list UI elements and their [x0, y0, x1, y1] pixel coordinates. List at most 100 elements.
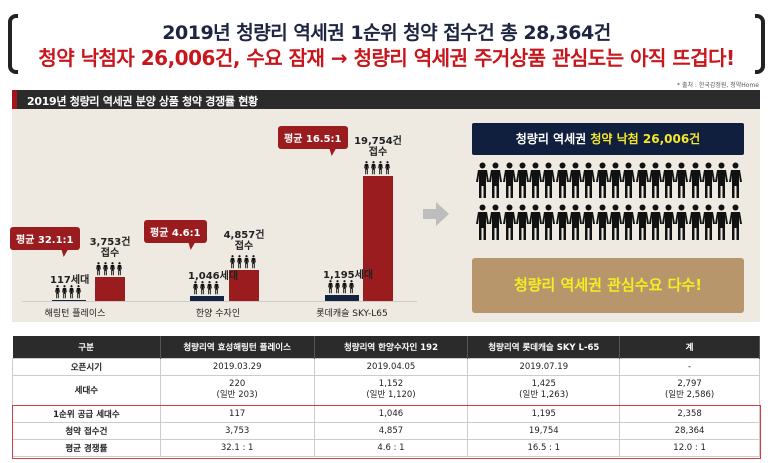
person-icon [622, 204, 636, 246]
table-header: 구분 [12, 336, 161, 358]
ratio-bubble: 평균 4.6:1 [144, 220, 207, 244]
losers-banner: 청량리 역세권 청약 낙첨 26,006건 [472, 123, 744, 155]
table-cell: 세대수 [12, 374, 161, 406]
application-count: 4,857건 [223, 230, 265, 242]
application-count: 19,754건 [354, 136, 402, 147]
ratio-bubble: 평균 32.1:1 [10, 227, 80, 251]
application-sub: 접수 [234, 241, 254, 253]
person-icon [648, 204, 662, 246]
category-label: 해링턴 플레이스 [44, 309, 106, 319]
person-icon [582, 162, 596, 204]
application-label: 3,753건 접수 [80, 237, 140, 259]
household-bar [190, 295, 224, 301]
person-icon [542, 204, 556, 246]
person-icon [648, 162, 662, 204]
person-icon [502, 162, 516, 204]
table-cell: 1,046 [313, 404, 469, 423]
table-row: 세대수 220 (일반 203) 1,152 (일반 1,120) 1,425 (일반 1,… [12, 374, 760, 406]
applicant-people-icon [95, 261, 123, 280]
person-icon [715, 204, 729, 246]
person-icon [542, 162, 556, 204]
application-label: 19,754건 접수 [348, 136, 408, 158]
table-cell: 28,364 [619, 421, 760, 440]
applicant-people-icon [229, 254, 257, 273]
banner-text: 청량리 역세권 [515, 132, 591, 146]
section-title: 2019년 청량리 역세권 분양 상품 청약 경쟁률 현황 [12, 90, 760, 109]
person-icon [622, 162, 636, 204]
demand-callout: 청량리 역세권 관심수요 다수! [472, 258, 744, 313]
application-label: 4,857건 접수 [214, 230, 274, 252]
person-icon [608, 204, 622, 246]
person-icon [515, 204, 529, 246]
table-cell: 12.0 : 1 [619, 438, 760, 457]
person-icon [582, 204, 596, 246]
table-cell: 16.5 : 1 [467, 438, 621, 457]
household-bar [325, 294, 359, 301]
person-icon [555, 204, 569, 246]
application-count: 3,753건 [89, 237, 131, 249]
table-cell: 2,797 (일반 2,586) [619, 374, 760, 406]
table-cell: 3,753 [159, 421, 315, 440]
table-cell: 2019.04.05 [313, 357, 469, 376]
right-bracket [755, 14, 765, 74]
table-cell: 오픈시기 [12, 357, 161, 376]
person-icon [662, 162, 676, 204]
person-icon [675, 162, 689, 204]
table-row: 오픈시기 2019.03.29 2019.04.05 2019.07.19- [12, 357, 760, 376]
person-icon [569, 162, 583, 204]
person-icon [502, 204, 516, 246]
table-cell: 4,857 [313, 421, 469, 440]
application-bar [95, 277, 125, 301]
person-icon [529, 204, 543, 246]
table-header: 청량리역 한양수자인 192 [314, 336, 469, 358]
application-bar [229, 270, 259, 301]
person-icon [715, 162, 729, 204]
person-icon [569, 204, 583, 246]
table-cell: - [619, 357, 760, 376]
household-people-icon [192, 280, 220, 299]
table-cell: 117 [159, 404, 315, 423]
person-icon [608, 162, 622, 204]
person-icon [702, 162, 716, 204]
table-cell: 19,754 [467, 421, 621, 440]
table-cell: 2019.07.19 [467, 357, 621, 376]
table-cell: 4.6 : 1 [313, 438, 469, 457]
person-icon [728, 162, 742, 204]
person-icon [662, 204, 676, 246]
person-icon [675, 204, 689, 246]
table-header: 계 [619, 336, 760, 358]
left-bracket [8, 14, 18, 74]
arrow-right-icon [423, 202, 449, 226]
ratio-bubble: 평균 16.5:1 [278, 126, 348, 149]
person-icon [595, 162, 609, 204]
person-icon [728, 204, 742, 246]
person-icon [688, 204, 702, 246]
table-cell: 평균 경쟁률 [12, 438, 161, 457]
people-grid [476, 162, 742, 246]
table-header: 청량리역 롯데캐슬 SKY L-65 [467, 336, 621, 358]
summary-table: 구분 청량리역 효성해링턴 플레이스 청량리역 한양수자인 192 청량리역 롯데캐슬… [12, 336, 760, 457]
application-sub: 접수 [368, 147, 388, 158]
household-label: 1,195세대 [323, 269, 374, 281]
table-cell: 1,425 (일반 1,263) [467, 374, 621, 406]
table-header: 청량리역 효성해링턴 플레이스 [160, 336, 315, 358]
table-cell: 1,195 [467, 404, 621, 423]
person-icon [702, 204, 716, 246]
headline: 2019년 청량리 역세권 1순위 청약 접수건 총 28,364건 [162, 22, 611, 44]
person-icon [515, 162, 529, 204]
table-cell: 2019.03.29 [159, 357, 315, 376]
person-icon [489, 204, 503, 246]
banner-highlight: 청약 낙첨 26,006건 [590, 132, 701, 146]
table-cell: 2,358 [619, 404, 760, 423]
table-cell: 32.1 : 1 [159, 438, 315, 457]
person-icon [555, 162, 569, 204]
category-label: 한양 수자인 [195, 309, 241, 319]
household-people-icon [327, 279, 355, 298]
person-icon [688, 162, 702, 204]
application-sub: 접수 [100, 248, 120, 260]
applicant-people-icon [363, 160, 391, 179]
table-cell: 220 (일반 203) [159, 374, 315, 406]
person-icon [476, 204, 489, 246]
category-label: 롯데캐슬 SKY-L65 [316, 309, 388, 319]
table-row: 청약 접수건 3,753 4,857 19,754 28,364 [12, 421, 760, 440]
